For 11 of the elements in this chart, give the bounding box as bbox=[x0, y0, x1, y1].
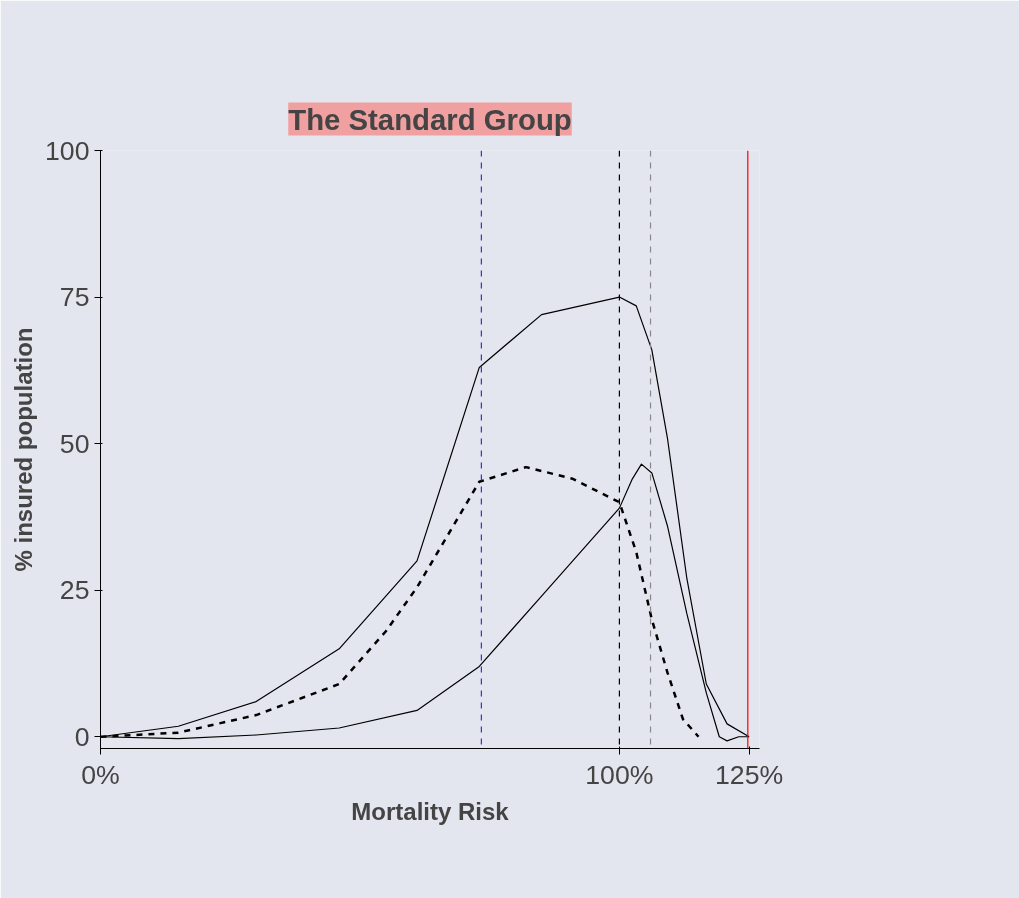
y-tick-label: 0 bbox=[74, 721, 90, 752]
x-axis-title: Mortality Risk bbox=[351, 797, 510, 825]
x-tick-label: 0% bbox=[81, 759, 120, 790]
y-tick-label: 25 bbox=[59, 575, 90, 606]
y-tick-label: 50 bbox=[59, 428, 90, 459]
y-tick-label: 75 bbox=[59, 282, 90, 313]
x-tick-label: 100% bbox=[585, 759, 654, 790]
x-tick-label: 125% bbox=[715, 759, 784, 790]
y-tick-label: 100 bbox=[45, 135, 90, 166]
y-axis-title: % insured population bbox=[10, 327, 38, 572]
chart-title: The Standard Group bbox=[288, 102, 572, 136]
